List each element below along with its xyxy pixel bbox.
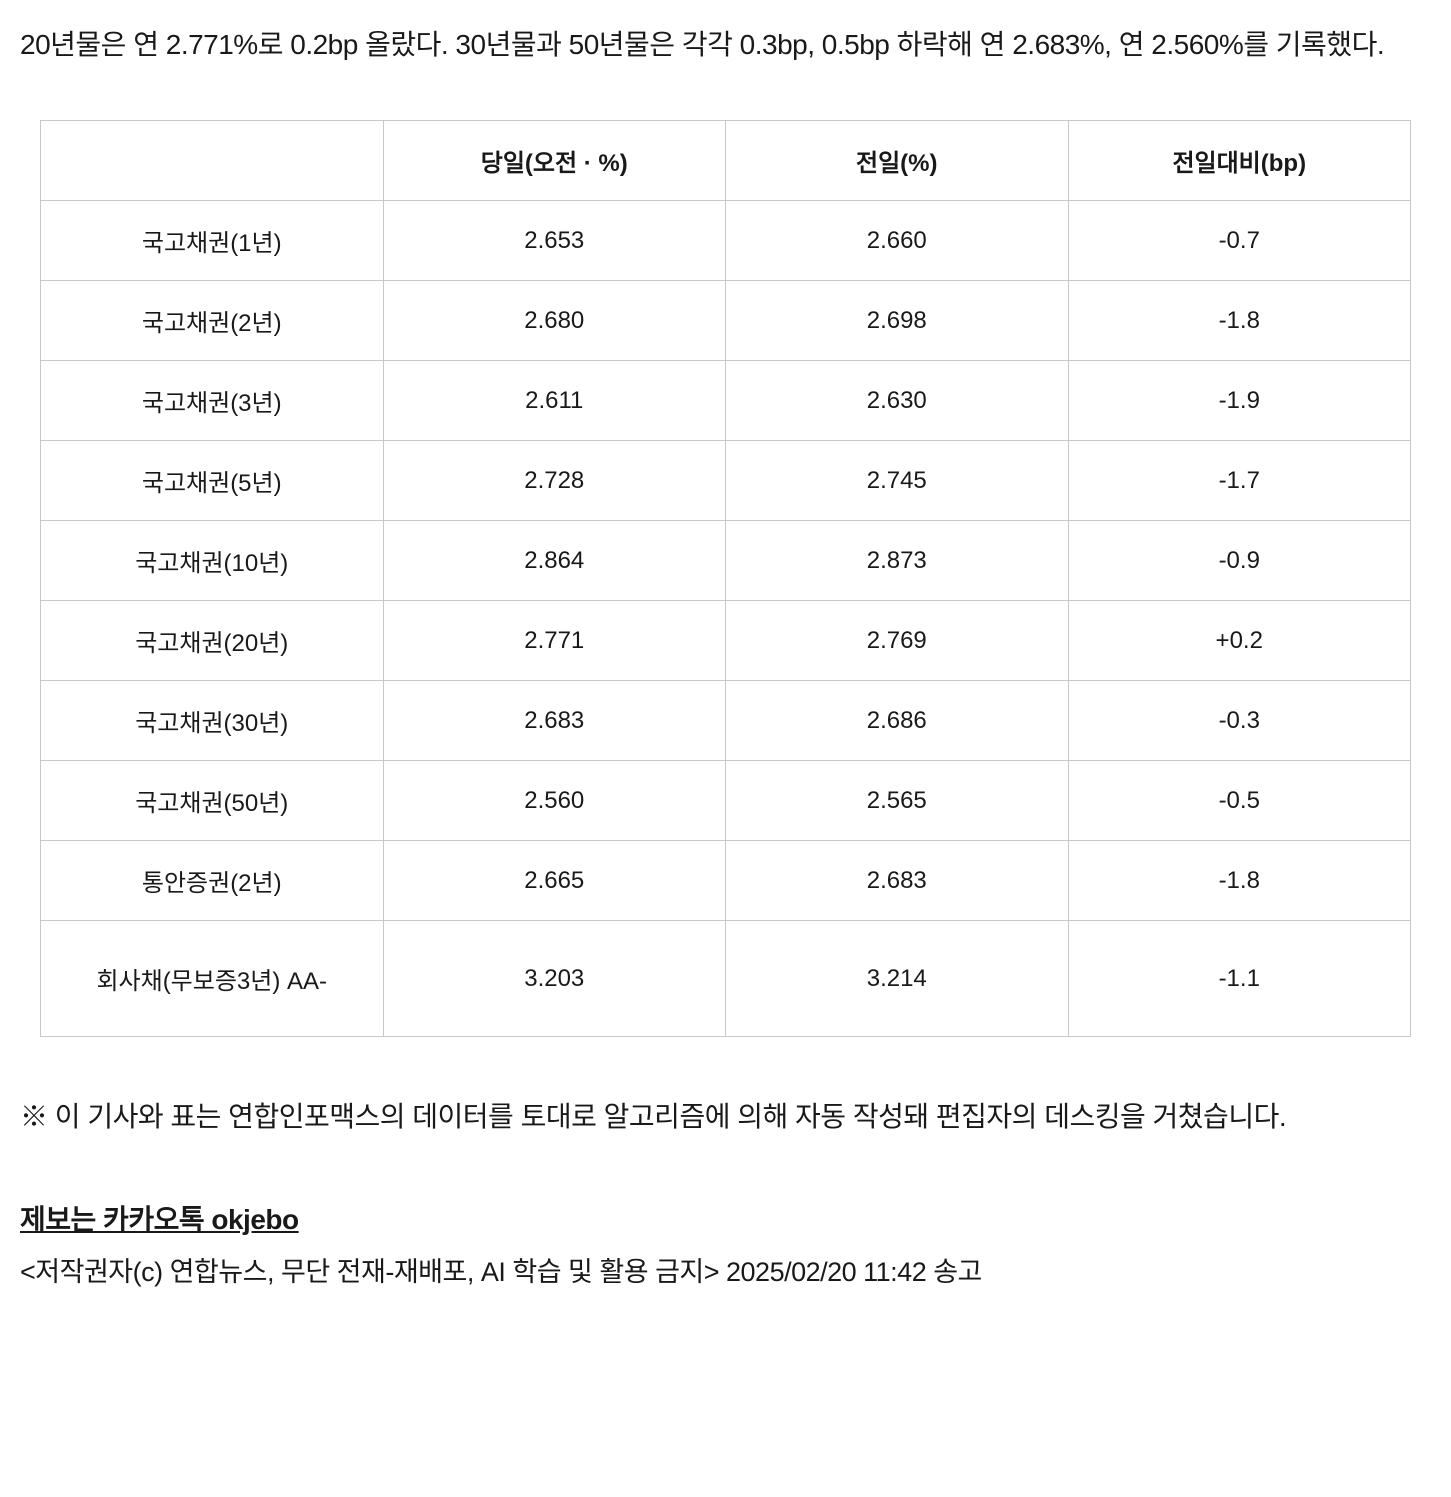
table-header-cell: 당일(오전 · %) <box>383 121 726 201</box>
tip-link[interactable]: 제보는 카카오톡 okjebo <box>20 1198 1431 1238</box>
table-cell: 2.873 <box>726 521 1069 601</box>
table-cell: 2.686 <box>726 681 1069 761</box>
table-cell: 3.214 <box>726 921 1069 1037</box>
table-cell: 2.665 <box>383 841 726 921</box>
table-cell: 2.653 <box>383 201 726 281</box>
table-cell: 2.698 <box>726 281 1069 361</box>
table-cell: -1.1 <box>1068 921 1411 1037</box>
table-header-cell: 전일(%) <box>726 121 1069 201</box>
table-cell: +0.2 <box>1068 601 1411 681</box>
table-cell: 국고채권(50년) <box>41 761 384 841</box>
table-cell: 2.864 <box>383 521 726 601</box>
table-cell: 국고채권(3년) <box>41 361 384 441</box>
article-lead-text: 20년물은 연 2.771%로 0.2bp 올랐다. 30년물과 50년물은 각… <box>20 20 1431 70</box>
table-cell: 국고채권(1년) <box>41 201 384 281</box>
table-row: 국고채권(3년) 2.611 2.630 -1.9 <box>41 361 1411 441</box>
table-cell: 2.565 <box>726 761 1069 841</box>
table-row: 통안증권(2년) 2.665 2.683 -1.8 <box>41 841 1411 921</box>
table-cell: 3.203 <box>383 921 726 1037</box>
table-cell: 2.560 <box>383 761 726 841</box>
table-cell: -1.8 <box>1068 281 1411 361</box>
table-cell: 2.728 <box>383 441 726 521</box>
bond-yield-table-container: 당일(오전 · %) 전일(%) 전일대비(bp) 국고채권(1년) 2.653… <box>20 120 1431 1037</box>
table-row: 국고채권(30년) 2.683 2.686 -0.3 <box>41 681 1411 761</box>
table-cell: -0.5 <box>1068 761 1411 841</box>
table-row: 회사채(무보증3년) AA- 3.203 3.214 -1.1 <box>41 921 1411 1037</box>
table-cell: 회사채(무보증3년) AA- <box>41 921 384 1037</box>
table-cell: 국고채권(10년) <box>41 521 384 601</box>
table-row: 국고채권(10년) 2.864 2.873 -0.9 <box>41 521 1411 601</box>
bond-yield-table: 당일(오전 · %) 전일(%) 전일대비(bp) 국고채권(1년) 2.653… <box>40 120 1411 1037</box>
table-cell: -0.9 <box>1068 521 1411 601</box>
table-cell: -0.7 <box>1068 201 1411 281</box>
table-cell: 국고채권(5년) <box>41 441 384 521</box>
table-cell: 2.630 <box>726 361 1069 441</box>
table-cell: 2.769 <box>726 601 1069 681</box>
table-row: 국고채권(5년) 2.728 2.745 -1.7 <box>41 441 1411 521</box>
table-row: 국고채권(50년) 2.560 2.565 -0.5 <box>41 761 1411 841</box>
table-cell: 2.683 <box>726 841 1069 921</box>
table-header-cell: 전일대비(bp) <box>1068 121 1411 201</box>
table-cell: 통안증권(2년) <box>41 841 384 921</box>
table-row: 국고채권(2년) 2.680 2.698 -1.8 <box>41 281 1411 361</box>
disclaimer-text: ※ 이 기사와 표는 연합인포맥스의 데이터를 토대로 알고리즘에 의해 자동 … <box>20 1092 1431 1142</box>
table-cell: 2.680 <box>383 281 726 361</box>
table-header-cell <box>41 121 384 201</box>
table-cell: 국고채권(30년) <box>41 681 384 761</box>
table-cell: -0.3 <box>1068 681 1411 761</box>
table-cell: 2.771 <box>383 601 726 681</box>
table-row: 국고채권(1년) 2.653 2.660 -0.7 <box>41 201 1411 281</box>
table-cell: 2.660 <box>726 201 1069 281</box>
table-cell: -1.7 <box>1068 441 1411 521</box>
copyright-text: <저작권자(c) 연합뉴스, 무단 전재-재배포, AI 학습 및 활용 금지>… <box>20 1250 1431 1289</box>
table-cell: -1.9 <box>1068 361 1411 441</box>
table-row: 국고채권(20년) 2.771 2.769 +0.2 <box>41 601 1411 681</box>
table-cell: 2.611 <box>383 361 726 441</box>
table-cell: -1.8 <box>1068 841 1411 921</box>
table-cell: 국고채권(20년) <box>41 601 384 681</box>
table-cell: 2.683 <box>383 681 726 761</box>
table-header-row: 당일(오전 · %) 전일(%) 전일대비(bp) <box>41 121 1411 201</box>
table-cell: 2.745 <box>726 441 1069 521</box>
table-cell: 국고채권(2년) <box>41 281 384 361</box>
